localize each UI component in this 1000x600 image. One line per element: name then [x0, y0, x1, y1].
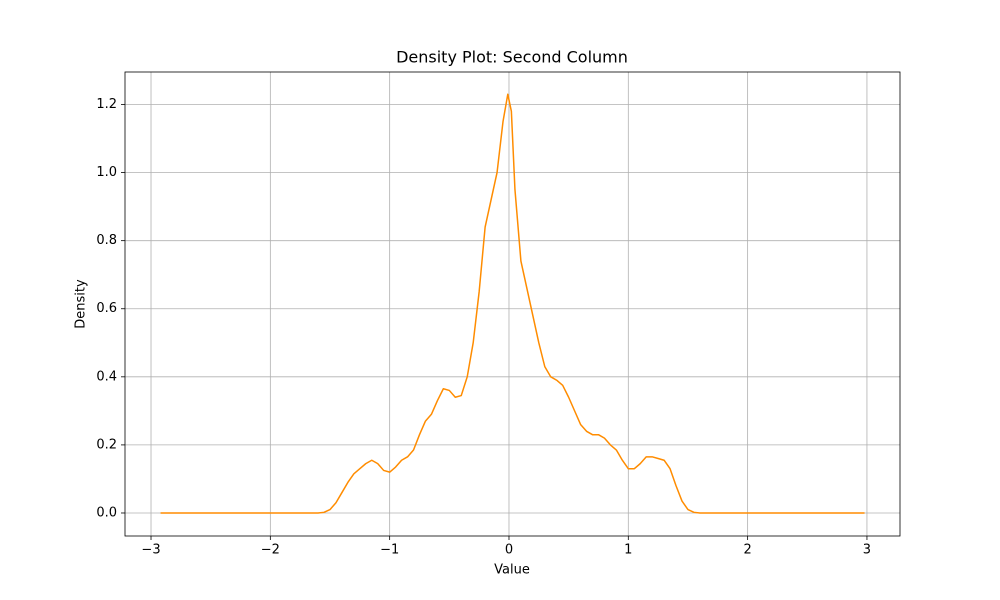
x-tick-label: −3: [141, 543, 160, 558]
y-axis-label: Density: [74, 279, 89, 329]
x-tick-label: −1: [380, 543, 399, 558]
x-tick-label: 2: [743, 543, 751, 558]
y-tick-label: 0.2: [96, 437, 117, 452]
y-tick-label: 0.8: [96, 233, 117, 248]
plot-frame: [124, 71, 901, 537]
y-tick-label: 0.6: [96, 301, 117, 316]
y-tick-label: 1.2: [96, 97, 117, 112]
y-tick-label: 1.0: [96, 165, 117, 180]
chart-title: Density Plot: Second Column: [396, 48, 628, 67]
density-line: [160, 93, 865, 514]
x-axis-label: Value: [494, 563, 530, 578]
y-tick-label: 0.0: [96, 505, 117, 520]
x-tick-label: −2: [261, 543, 280, 558]
x-tick-label: 1: [624, 543, 632, 558]
y-tick-label: 0.4: [96, 369, 117, 384]
x-tick-label: 3: [863, 543, 871, 558]
x-tick-label: 0: [505, 543, 513, 558]
